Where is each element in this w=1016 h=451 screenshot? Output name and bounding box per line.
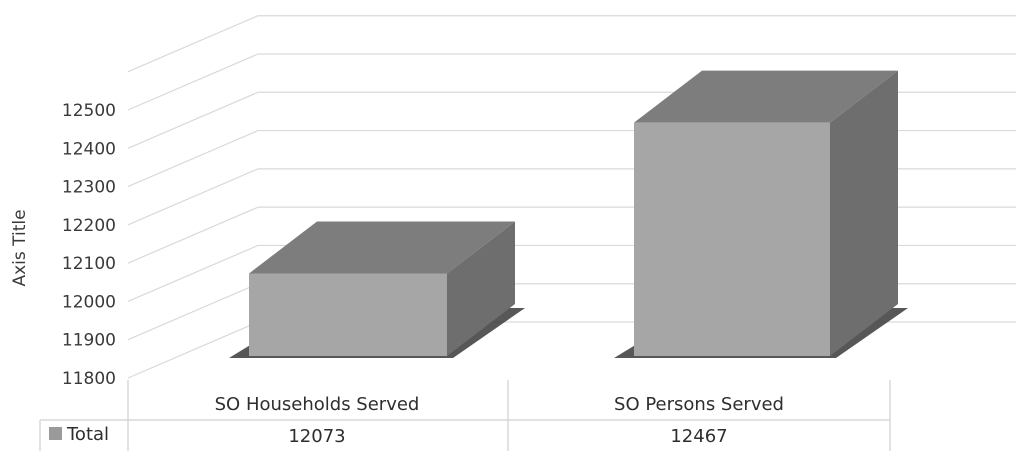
y-tick-label: 11900	[62, 331, 116, 351]
y-tick-label: 11800	[62, 369, 116, 389]
y-tick-label: 12000	[62, 292, 116, 312]
grid-line-side	[127, 15, 259, 73]
bar	[229, 221, 525, 358]
y-tick-label: 12100	[62, 254, 116, 274]
category-label: SO Persons Served	[614, 394, 784, 415]
bar-side	[830, 70, 898, 357]
data-label: 12073	[288, 426, 345, 447]
bar	[614, 70, 908, 358]
grid-line-side	[127, 53, 259, 111]
grid-line-side	[127, 321, 259, 379]
legend-swatch	[49, 427, 62, 440]
y-tick-label: 12500	[62, 101, 116, 121]
y-tick-label: 12300	[62, 178, 116, 198]
bar-front	[634, 122, 830, 357]
y-tick-label: 12400	[62, 139, 116, 159]
y-axis-title: Axis Title	[10, 209, 30, 286]
grid-line-side	[127, 130, 259, 188]
bars	[229, 70, 908, 358]
grid-line-side	[127, 168, 259, 226]
grid-line-side	[127, 244, 259, 302]
category-label: SO Households Served	[215, 394, 420, 415]
data-label: 12467	[670, 426, 727, 447]
bar-top	[634, 70, 898, 123]
grid-line-side	[127, 283, 259, 341]
data-table-lines	[39, 380, 891, 451]
bar-front	[249, 273, 447, 356]
bar-top	[249, 221, 515, 274]
legend-label-total: Total	[66, 424, 109, 445]
bar-side	[447, 221, 515, 356]
grid-line-side	[127, 91, 259, 149]
y-tick-label: 12200	[62, 216, 116, 236]
y-axis-ticks: 11800 11900 12000 12100 12200 12300 12400 12500	[62, 101, 116, 389]
grid-line-side	[127, 206, 259, 264]
data-table: SO Households Served SO Persons Served T…	[39, 380, 891, 451]
